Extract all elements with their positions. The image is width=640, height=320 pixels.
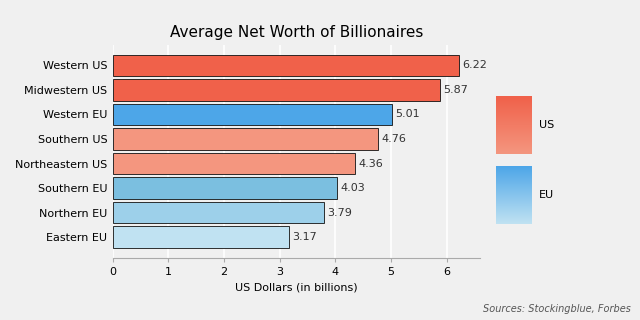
- Text: 4.03: 4.03: [340, 183, 365, 193]
- X-axis label: US Dollars (in billions): US Dollars (in billions): [235, 282, 358, 292]
- Bar: [113, 177, 337, 199]
- Bar: [113, 226, 289, 248]
- Text: 4.36: 4.36: [359, 158, 383, 169]
- Bar: [113, 104, 392, 125]
- Text: 5.01: 5.01: [395, 109, 420, 119]
- Text: 4.76: 4.76: [381, 134, 406, 144]
- Text: Sources: Stockingblue, Forbes: Sources: Stockingblue, Forbes: [483, 304, 630, 314]
- Bar: [113, 153, 355, 174]
- Bar: [113, 202, 324, 223]
- Title: Average Net Worth of Billionaires: Average Net Worth of Billionaires: [170, 25, 423, 40]
- Text: 3.79: 3.79: [327, 208, 352, 218]
- Bar: [113, 55, 459, 76]
- Bar: [113, 128, 378, 150]
- Text: 5.87: 5.87: [443, 85, 468, 95]
- Text: 3.17: 3.17: [292, 232, 317, 242]
- Text: EU: EU: [539, 190, 554, 200]
- Bar: [113, 79, 440, 101]
- Text: US: US: [539, 120, 554, 130]
- Text: 6.22: 6.22: [462, 60, 487, 70]
